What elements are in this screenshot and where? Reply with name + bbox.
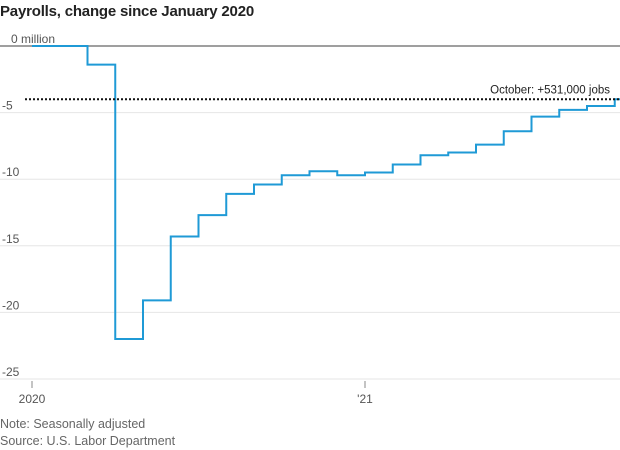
y-tick-label: -15 [2, 232, 20, 246]
series-line-payrolls [32, 45, 620, 341]
chart-source: Source: U.S. Labor Department [0, 434, 176, 448]
y-tick-label: -10 [2, 165, 20, 179]
y-tick-label: -25 [2, 365, 20, 379]
x-tick-label: '21 [357, 392, 373, 406]
y-tick-label: 0 million [11, 32, 55, 46]
chart-note: Note: Seasonally adjusted [0, 417, 146, 431]
y-tick-label: -20 [2, 298, 20, 312]
reference-layer: October: +531,000 jobs [25, 84, 620, 101]
reference-annotation: October: +531,000 jobs [490, 84, 610, 96]
y-axis-labels: 0 million -5 -10 -15 -20 -25 [2, 32, 55, 379]
series-layer [32, 45, 620, 341]
grid-lines [0, 45, 620, 380]
x-axis: 2020 '21 [19, 381, 373, 406]
chart-title: Payrolls, change since January 2020 [0, 3, 254, 20]
y-tick-label: -5 [2, 99, 13, 113]
x-tick-label: 2020 [19, 392, 46, 406]
